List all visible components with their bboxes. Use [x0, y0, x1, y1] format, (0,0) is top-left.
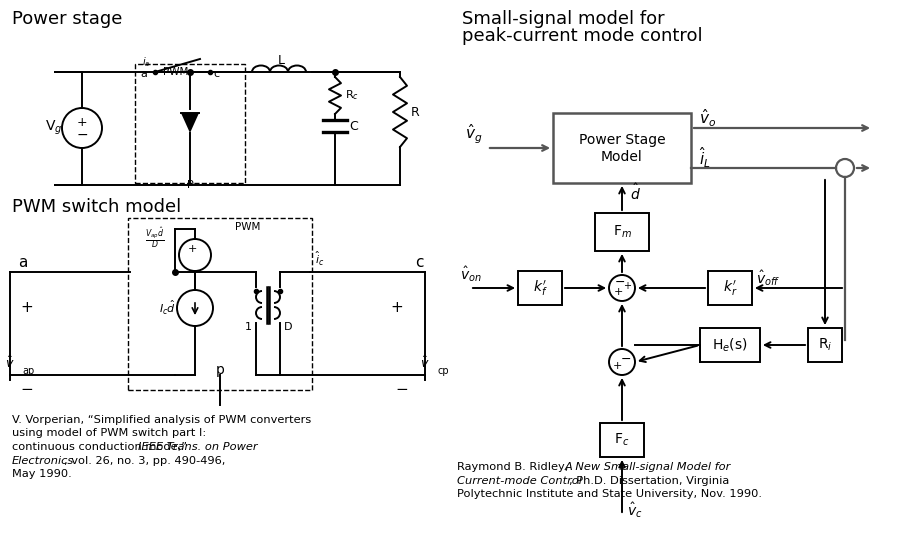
Text: Model: Model: [601, 150, 643, 164]
Text: $i_a$: $i_a$: [142, 55, 150, 69]
Text: PWM switch model: PWM switch model: [12, 198, 181, 216]
Bar: [518, 271, 562, 305]
Text: R$_i$: R$_i$: [818, 337, 832, 353]
Text: Current-mode Control: Current-mode Control: [457, 476, 582, 485]
Text: continuous conduction mode,”: continuous conduction mode,”: [12, 442, 190, 452]
Text: +: +: [188, 244, 197, 254]
Text: $I_c\hat{d}$: $I_c\hat{d}$: [159, 299, 175, 317]
Text: F$_m$: F$_m$: [612, 224, 631, 240]
Text: V$_g$: V$_g$: [45, 119, 63, 137]
Bar: [128, 218, 312, 390]
Polygon shape: [181, 113, 199, 133]
Text: +: +: [613, 287, 622, 297]
Text: $\frac{V_{ap}\hat{d}}{D}$: $\frac{V_{ap}\hat{d}}{D}$: [145, 226, 164, 251]
Text: $\hat{v}_{on}$: $\hat{v}_{on}$: [460, 264, 482, 284]
Bar: [595, 213, 649, 251]
Text: a: a: [18, 255, 27, 270]
Bar: [553, 113, 691, 183]
Text: −: −: [395, 381, 408, 396]
Text: PWM: PWM: [163, 67, 189, 77]
Text: $\hat{i}_c$: $\hat{i}_c$: [315, 250, 324, 268]
Text: ap: ap: [22, 366, 34, 376]
Bar: [600, 423, 644, 457]
Text: , Ph.D. Dissertation, Virginia: , Ph.D. Dissertation, Virginia: [569, 476, 729, 485]
Text: $\hat{v}_o$: $\hat{v}_o$: [699, 107, 717, 129]
Text: Raymond B. Ridley,: Raymond B. Ridley,: [457, 462, 572, 472]
Text: $\hat{v}_c$: $\hat{v}_c$: [627, 500, 643, 520]
Text: p: p: [216, 363, 224, 377]
Text: +: +: [390, 300, 402, 315]
Text: c: c: [415, 255, 424, 270]
Text: F$_c$: F$_c$: [614, 432, 629, 448]
Text: using model of PWM switch part I:: using model of PWM switch part I:: [12, 429, 207, 438]
Text: Polytechnic Institute and State University, Nov. 1990.: Polytechnic Institute and State Universi…: [457, 489, 762, 499]
Text: $\hat{v}$: $\hat{v}$: [420, 355, 430, 371]
Bar: [135, 64, 245, 183]
Text: R: R: [411, 105, 419, 118]
Text: R$_c$: R$_c$: [345, 88, 359, 102]
Text: , vol. 26, no. 3, pp. 490-496,: , vol. 26, no. 3, pp. 490-496,: [64, 456, 225, 465]
Text: −: −: [76, 128, 88, 142]
Text: $\hat{v}_g$: $\hat{v}_g$: [465, 122, 482, 146]
Text: Electronics: Electronics: [12, 456, 75, 465]
Text: H$_e$(s): H$_e$(s): [712, 336, 748, 354]
Bar: [700, 328, 760, 362]
Text: A New Small-signal Model for: A New Small-signal Model for: [565, 462, 731, 472]
Text: C: C: [349, 119, 357, 132]
Text: Small-signal model for: Small-signal model for: [462, 10, 665, 28]
Text: V. Vorperian, “Simplified analysis of PWM converters: V. Vorperian, “Simplified analysis of PW…: [12, 415, 312, 425]
Text: IEEE Trans. on Power: IEEE Trans. on Power: [138, 442, 258, 452]
Text: Power Stage: Power Stage: [578, 133, 665, 147]
Text: $\hat{v}_{off}$: $\hat{v}_{off}$: [756, 268, 780, 288]
Text: c: c: [213, 69, 219, 79]
Text: $\hat{d}$: $\hat{d}$: [630, 183, 641, 203]
Bar: [808, 328, 842, 362]
Text: PWM: PWM: [235, 222, 260, 232]
Text: −: −: [20, 381, 32, 396]
Text: $k_f'$: $k_f'$: [533, 279, 548, 298]
Text: $k_r'$: $k_r'$: [723, 279, 737, 298]
Text: a: a: [140, 69, 147, 79]
Text: p: p: [187, 178, 193, 188]
Bar: [708, 271, 752, 305]
Text: peak-current mode control: peak-current mode control: [462, 27, 702, 45]
Text: cp: cp: [437, 366, 449, 376]
Text: May 1990.: May 1990.: [12, 469, 72, 479]
Text: +: +: [76, 116, 87, 129]
Text: Power stage: Power stage: [12, 10, 122, 28]
Text: +: +: [612, 361, 621, 371]
Text: +: +: [20, 300, 32, 315]
Text: 1: 1: [244, 322, 251, 332]
Text: D: D: [284, 322, 292, 332]
Text: L: L: [277, 53, 285, 66]
Text: $\hat{v}$: $\hat{v}$: [5, 355, 14, 371]
Text: +: +: [623, 281, 631, 291]
Text: −: −: [621, 353, 631, 366]
Text: −: −: [615, 275, 625, 288]
Text: $\hat{i}_L$: $\hat{i}_L$: [699, 146, 710, 170]
